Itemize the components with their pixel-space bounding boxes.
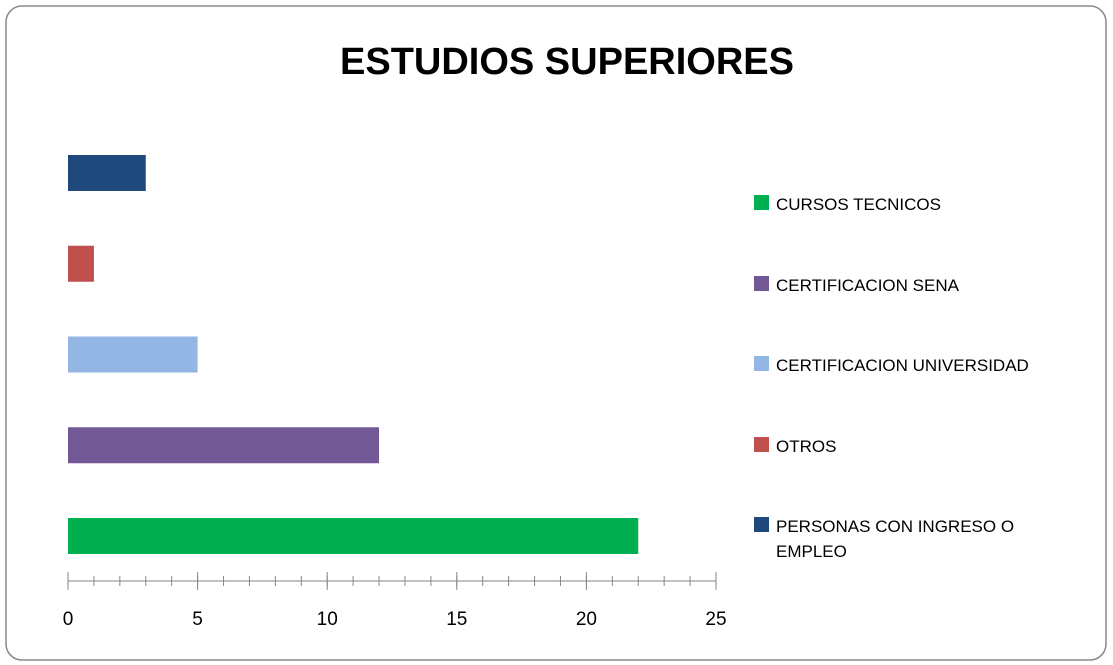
legend-label: OTROS xyxy=(776,436,837,456)
legend-item: CURSOS TECNICOS xyxy=(754,193,1061,218)
legend-swatch xyxy=(754,275,769,291)
x-tick-label: 0 xyxy=(63,609,74,630)
legend-label: PERSONAS CON INGRESO O EMPLEO xyxy=(776,517,1015,561)
legend-swatch xyxy=(754,195,769,210)
x-tick-label: 5 xyxy=(192,609,203,630)
legend-swatch xyxy=(754,356,769,371)
legend-item: CERTIFICACION UNIVERSIDAD xyxy=(754,354,1061,379)
legend-item: OTROS xyxy=(754,435,1061,460)
bar xyxy=(68,518,639,554)
chart-title: ESTUDIOS SUPERIORES xyxy=(340,41,794,83)
legend-swatch xyxy=(754,436,769,452)
legend-label: CURSOS TECNICOS xyxy=(776,195,941,214)
bar xyxy=(68,155,146,191)
legend-swatch xyxy=(754,517,769,532)
bar xyxy=(68,427,380,464)
x-tick-label: 25 xyxy=(705,609,726,630)
legend-item: CERTIFICACION SENA xyxy=(754,274,1061,299)
legend-item: PERSONAS CON INGRESO O EMPLEO xyxy=(754,515,1061,564)
legend-label: CERTIFICACION UNIVERSIDAD xyxy=(776,356,1029,375)
legend-label: CERTIFICACION SENA xyxy=(776,275,959,295)
bar xyxy=(68,245,94,282)
bar xyxy=(68,336,198,373)
x-tick-label: 10 xyxy=(317,609,338,630)
x-tick-label: 15 xyxy=(446,609,467,630)
x-tick-label: 20 xyxy=(576,609,597,630)
chart-border xyxy=(5,5,1107,661)
